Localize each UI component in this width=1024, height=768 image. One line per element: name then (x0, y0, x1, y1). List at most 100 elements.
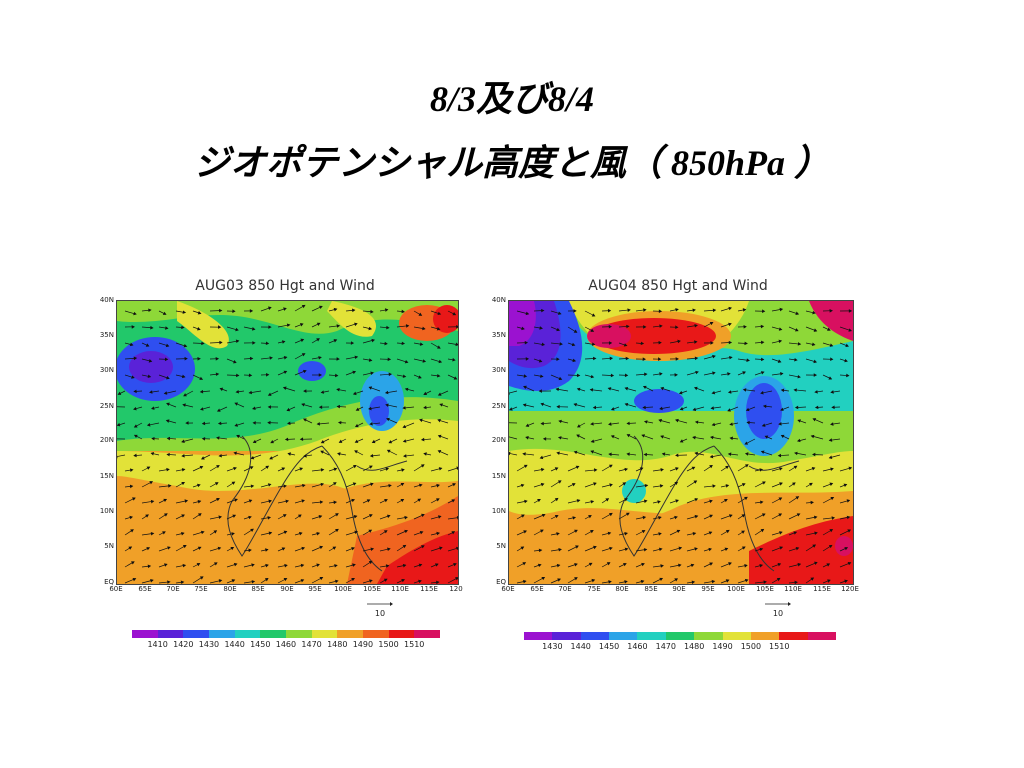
wind-vector-head (813, 328, 818, 332)
wind-vector-head (558, 419, 562, 424)
wind-vector-head (537, 563, 542, 568)
wind-vector-head (351, 547, 355, 551)
wind-vector-head (150, 451, 155, 456)
wind-vector-head (660, 386, 665, 391)
wind-vector-head (387, 357, 392, 362)
wind-vector-head (230, 546, 235, 551)
wind-vector-head (728, 514, 733, 518)
wind-vector-head (692, 531, 697, 536)
wind-vector-head (282, 386, 287, 390)
wind-vector-head (420, 437, 425, 442)
lon-label: 85E (644, 585, 658, 593)
wind-vector-head (182, 563, 187, 568)
wind-vector-head (779, 531, 783, 535)
lat-label: 10N (99, 507, 114, 515)
wind-vector-head (521, 326, 525, 331)
wind-vector-head (151, 406, 155, 410)
wind-vector-head (540, 421, 544, 426)
wind-vector-head (133, 406, 137, 411)
wind-vector-head (333, 500, 338, 505)
wind-vector-head (573, 403, 577, 407)
wind-vector-head (453, 562, 457, 567)
wind-vector-head (436, 483, 440, 488)
wind-vector-head (267, 306, 272, 310)
lon-label: 60E (501, 585, 515, 593)
lon-label: 120E (841, 585, 859, 593)
wind-vector-head (609, 512, 613, 517)
wind-vector-head (180, 580, 185, 584)
wind-vector-head (810, 577, 815, 581)
wind-vector-head (523, 464, 528, 468)
wind-vector-head (574, 563, 578, 567)
wind-vector-head (728, 340, 733, 345)
wind-vector-head (355, 407, 360, 411)
wind-vector-head (423, 405, 427, 410)
wind-vector-head (386, 449, 391, 453)
wind-vector-head (794, 580, 798, 584)
wind-vector-head (641, 562, 645, 567)
wind-vector-head (741, 483, 746, 487)
wind-vector-head (742, 371, 746, 375)
wind-vector-head (848, 309, 853, 313)
wind-vector-head (267, 392, 272, 396)
wind-vector-head (252, 421, 256, 425)
wind-vector-head (117, 391, 122, 395)
wind-vector-head (778, 327, 783, 331)
colorbar-label: 1440 (224, 640, 245, 649)
colorbar-segment (209, 630, 235, 638)
wind-vector-head (316, 422, 320, 426)
wind-vector-head (712, 484, 716, 488)
wind-vector-head (404, 529, 408, 534)
wind-vector-head (556, 532, 560, 536)
wind-vector-head (145, 514, 149, 518)
wind-vector-head (368, 358, 373, 362)
colorbar-label: 1500 (378, 640, 399, 649)
wind-vector-head (151, 436, 155, 441)
wind-vector-head (197, 357, 201, 361)
wind-vector-head (588, 515, 592, 519)
wind-vector-head (830, 357, 834, 361)
wind-vector-head (848, 328, 852, 332)
wind-vector-head (301, 403, 305, 407)
wind-vector-head (233, 451, 237, 455)
wind-vector-head (201, 341, 205, 346)
wind-vector-head (149, 390, 153, 394)
wind-vector-head (368, 406, 372, 411)
lon-label: 75E (194, 585, 208, 593)
lon-label: 100E (334, 585, 352, 593)
wind-vector-head (576, 424, 581, 428)
wind-vector-head (709, 465, 713, 469)
wind-vector-head (678, 563, 682, 568)
wind-vector-head (217, 421, 222, 426)
wind-vector-head (725, 465, 729, 470)
wind-vector-head (438, 515, 442, 519)
wind-vector-head (608, 422, 612, 426)
wind-vector-head (252, 406, 256, 411)
wind-vector-head (571, 342, 576, 347)
wind-vector-head (368, 326, 373, 331)
wind-vector-head (558, 547, 562, 552)
wind-vector-head (606, 562, 611, 566)
wind-vector-head (401, 579, 405, 583)
wind-vector-head (712, 354, 716, 359)
wind-vector-head (844, 547, 849, 551)
vector-scale-arrow-icon (765, 602, 791, 606)
wind-vector-head (354, 423, 359, 428)
wind-vector-head (439, 546, 443, 550)
wind-vector-head (692, 407, 697, 412)
wind-vector-head (761, 423, 766, 427)
wind-vector-head (626, 452, 630, 456)
wind-vector-head (778, 497, 783, 501)
wind-vector-head (594, 468, 598, 472)
wind-vector-head (268, 325, 272, 329)
lon-label: 110E (391, 585, 409, 593)
wind-vector-head (456, 515, 458, 520)
wind-vector-head (829, 343, 834, 347)
wind-vector-head (219, 340, 223, 345)
wind-vector-head (727, 372, 731, 376)
wind-vector-head (554, 497, 559, 502)
wind-vector-head (709, 499, 713, 504)
wind-vector-head (525, 357, 530, 361)
wind-vector-head (675, 453, 679, 458)
lon-label: 85E (251, 585, 265, 593)
